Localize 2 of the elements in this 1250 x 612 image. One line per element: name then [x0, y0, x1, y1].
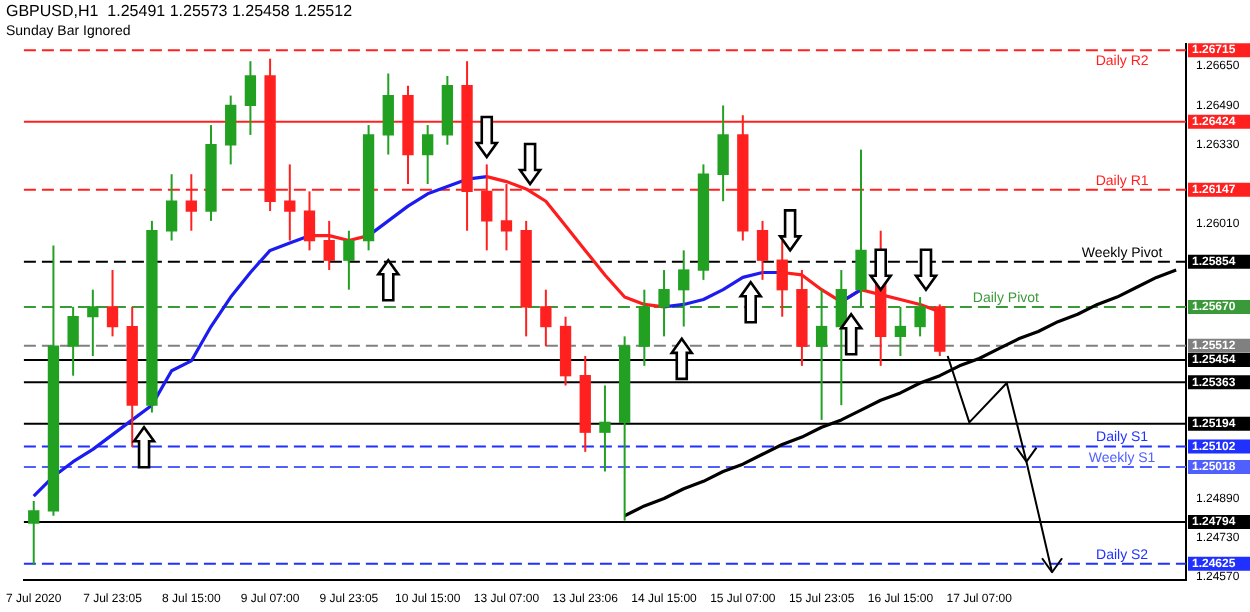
candlestick [658, 269, 670, 338]
chart-title: GBPUSD,H1 1.25491 1.25573 1.25458 1.25512 [6, 2, 354, 21]
